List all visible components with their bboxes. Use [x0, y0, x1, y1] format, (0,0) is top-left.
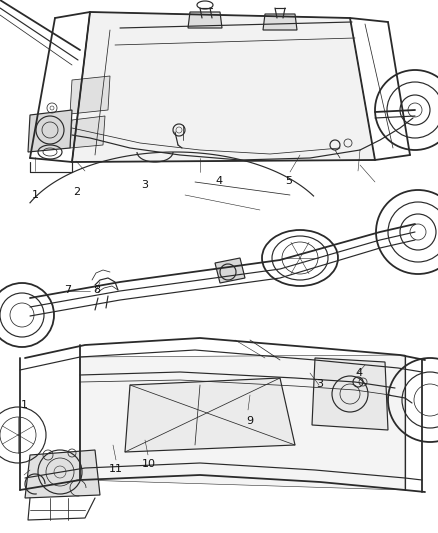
Text: 8: 8 — [93, 286, 100, 295]
Text: 4: 4 — [215, 176, 223, 186]
Text: 11: 11 — [109, 464, 123, 474]
Text: 3: 3 — [316, 379, 323, 389]
Text: 9: 9 — [246, 416, 253, 426]
Polygon shape — [25, 450, 100, 498]
Polygon shape — [263, 14, 297, 30]
Text: 3: 3 — [141, 181, 148, 190]
Text: 4: 4 — [356, 368, 363, 378]
Text: 10: 10 — [142, 459, 156, 469]
Polygon shape — [80, 355, 405, 490]
Polygon shape — [125, 378, 295, 452]
Text: 1: 1 — [21, 400, 28, 410]
Text: 5: 5 — [286, 176, 293, 186]
Polygon shape — [188, 12, 222, 28]
Polygon shape — [28, 110, 72, 152]
Polygon shape — [312, 358, 388, 430]
Polygon shape — [215, 258, 245, 283]
Text: 7: 7 — [64, 286, 71, 295]
Text: 1: 1 — [32, 190, 39, 199]
Text: 2: 2 — [73, 187, 80, 197]
Polygon shape — [70, 116, 105, 148]
Polygon shape — [72, 12, 375, 162]
Polygon shape — [70, 76, 110, 114]
